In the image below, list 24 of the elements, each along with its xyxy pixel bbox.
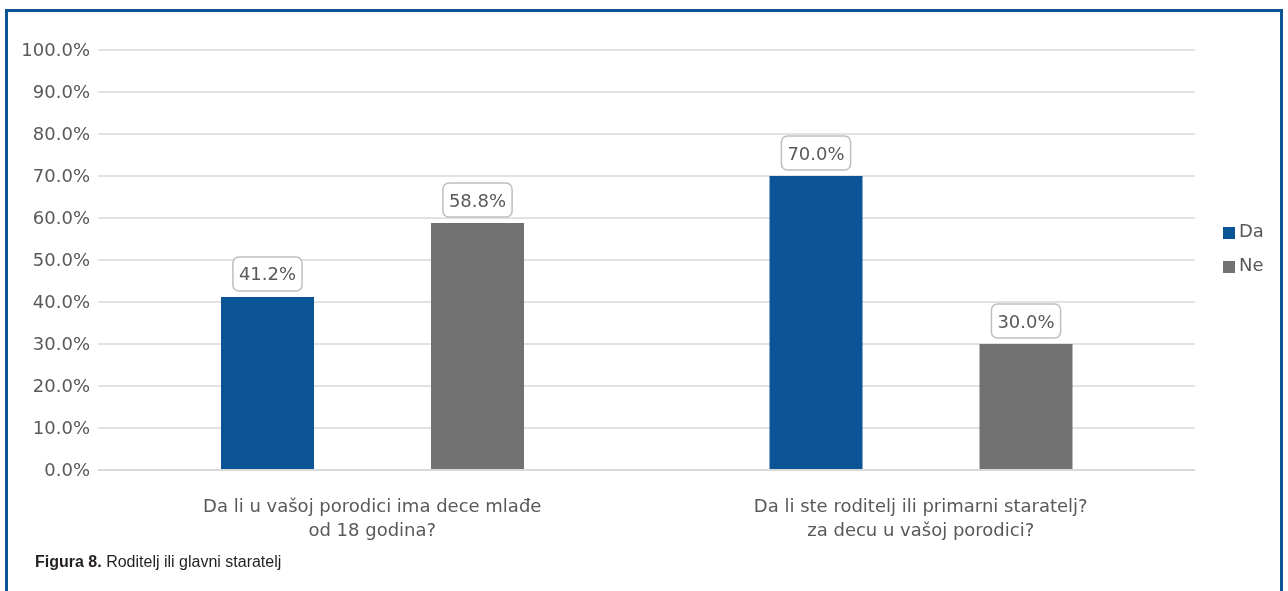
y-tick-label: 30.0% — [32, 333, 90, 355]
bar — [221, 296, 314, 470]
bar — [431, 223, 524, 470]
data-label: 70.0% — [787, 142, 845, 164]
y-tick-label: 100.0% — [21, 39, 90, 61]
y-tick-label: 50.0% — [32, 249, 90, 271]
y-tick-label: 80.0% — [32, 123, 90, 145]
bar — [979, 344, 1073, 470]
text: Figura 8. Roditelj ili glavni staratelj — [35, 553, 282, 571]
legend-label: Ne — [1239, 254, 1264, 275]
x-tick-label: Da li ste roditelj ili primarni staratelj? za decu u vašoj porodici? — [753, 495, 1088, 540]
data-label: 58.8% — [448, 189, 507, 211]
x-tick-label: Da li u vašoj porodici ima dece mlađe od 18 godina? — [203, 495, 542, 540]
data-label: 30.0% — [997, 310, 1055, 332]
y-tick-label: 60.0% — [32, 207, 90, 229]
data-label: 41.2% — [238, 263, 297, 285]
y-tick-label: 0.0% — [44, 459, 90, 481]
y-tick-label: 90.0% — [32, 81, 90, 103]
legend-label: Da — [1239, 220, 1264, 241]
y-tick-label: 10.0% — [32, 417, 90, 439]
y-tick-label: 70.0% — [32, 165, 90, 187]
y-tick-label: 20.0% — [32, 375, 90, 397]
y-tick-label: 40.0% — [32, 291, 90, 313]
bar — [769, 176, 863, 470]
